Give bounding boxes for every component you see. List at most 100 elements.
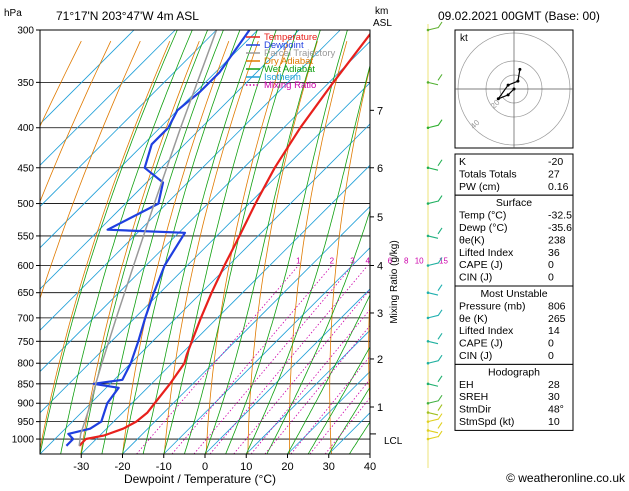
pressure-tick-label: 300	[17, 26, 34, 37]
legend-label: Mixing Ratio	[264, 80, 316, 91]
pressure-tick-label: 1000	[12, 435, 35, 446]
dry-adiabat-line	[611, 41, 629, 454]
index-label: CIN (J)	[459, 350, 492, 362]
index-label: θe(K)	[459, 234, 485, 246]
index-label: CIN (J)	[459, 272, 492, 284]
lcl-label: LCL	[384, 436, 403, 447]
wind-barb-dot	[427, 438, 430, 441]
wind-barb-dot	[427, 411, 430, 414]
height-tick-label: 7	[377, 105, 383, 117]
temperature-tick-label: 20	[281, 461, 293, 473]
wind-barb-flag	[438, 74, 442, 80]
index-label: StmDir	[459, 404, 492, 416]
temperature-tick-label: 40	[364, 461, 376, 473]
wind-barb-flag	[438, 414, 442, 420]
wind-barb-dot	[427, 264, 430, 267]
pressure-axis: 3003504004505005506006507007508008509009…	[12, 26, 40, 446]
x-axis-label: Dewpoint / Temperature (°C)	[124, 472, 276, 486]
copyright-text: © weatheronline.co.uk	[506, 471, 626, 485]
wind-barb-flag	[438, 310, 442, 316]
pressure-tick-label: 850	[17, 379, 34, 390]
wind-barb-staff	[428, 430, 438, 432]
index-value: 0	[548, 259, 554, 271]
wind-barb-staff	[428, 82, 438, 84]
height-tick-label: 1	[377, 402, 383, 414]
wind-barb-flag	[438, 395, 442, 401]
height-unit-km: km	[375, 6, 388, 17]
hodograph-point	[518, 68, 521, 71]
index-value: -35.6	[548, 222, 572, 234]
index-value: -32.5	[548, 210, 572, 222]
wind-barb-staff	[428, 201, 438, 203]
index-label: PW (cm)	[459, 181, 500, 193]
index-label: Pressure (mb)	[459, 300, 526, 312]
index-label: StmSpd (kt)	[459, 416, 514, 428]
index-label: Totals Totals	[459, 168, 517, 180]
hodograph-point	[507, 93, 510, 96]
wind-barb-flag	[438, 285, 442, 291]
wind-barb-flag	[438, 405, 442, 411]
height-tick-label: 5	[377, 212, 383, 224]
pressure-tick-label: 400	[17, 123, 34, 134]
wind-barb-dot	[427, 362, 430, 365]
pressure-tick-label: 350	[17, 78, 34, 89]
indices-heading: Hodograph	[488, 366, 540, 378]
wind-barb-flag	[438, 120, 442, 126]
index-label: Lifted Index	[459, 325, 514, 337]
wind-barb-staff	[428, 437, 438, 439]
index-value: 0	[548, 272, 554, 284]
mixing-ratio-label: 1	[296, 256, 301, 265]
dry-adiabat-line	[369, 41, 406, 454]
height-unit-asl: ASL	[373, 18, 392, 29]
index-label: CAPE (J)	[459, 259, 503, 271]
wind-barb-dot	[427, 317, 430, 320]
indices-heading: Surface	[496, 197, 532, 209]
hodograph-point	[497, 97, 500, 100]
wind-barb-flag	[438, 431, 442, 437]
mixing-ratio-axis-label: Mixing Ratio (g/kg)	[389, 240, 400, 323]
hodograph-point	[516, 80, 519, 83]
index-label: EH	[459, 379, 474, 391]
hodograph-point	[507, 84, 510, 87]
indices-heading: Most Unstable	[480, 288, 547, 300]
wind-barb-flag	[438, 355, 442, 361]
mixing-ratio-label: 2	[330, 256, 335, 265]
pressure-tick-label: 550	[17, 231, 34, 242]
wind-barb-staff	[428, 419, 438, 421]
wind-barb-dot	[427, 29, 430, 32]
index-label: θe (K)	[459, 313, 488, 325]
wind-barb-staff	[428, 28, 438, 30]
wind-barb-dot	[427, 166, 430, 169]
wind-barb-dot	[427, 420, 430, 423]
wind-barb-staff	[428, 361, 438, 363]
wind-barb-flag	[438, 228, 442, 234]
index-label: CAPE (J)	[459, 338, 503, 350]
pressure-tick-label: 600	[17, 261, 34, 272]
height-tick-label: 4	[377, 260, 383, 272]
pressure-tick-label: 500	[17, 199, 34, 210]
wind-barb-staff	[428, 236, 438, 238]
wind-barb-staff	[428, 315, 438, 317]
index-label: SREH	[459, 391, 488, 403]
index-label: Temp (°C)	[459, 210, 506, 222]
index-value: 27	[548, 168, 560, 180]
index-label: Lifted Index	[459, 247, 514, 259]
index-value: 14	[548, 325, 560, 337]
wind-barb-dot	[427, 402, 430, 405]
dry-adiabat-line	[579, 41, 624, 454]
hodograph-unit-label: kt	[460, 33, 468, 44]
index-value: 0.16	[548, 181, 569, 193]
plot-frame	[40, 30, 370, 454]
location-title: 71°17'N 203°47'W 4m ASL	[56, 9, 199, 23]
index-value: 10	[548, 416, 560, 428]
pressure-tick-label: 450	[17, 163, 34, 174]
wind-barbs	[427, 22, 442, 468]
mixing-ratio-label: 15	[439, 256, 448, 265]
wind-barb-flag	[438, 422, 442, 428]
wind-barb-dot	[427, 383, 430, 386]
pressure-tick-label: 750	[17, 337, 34, 348]
index-value: 48°	[548, 404, 564, 416]
